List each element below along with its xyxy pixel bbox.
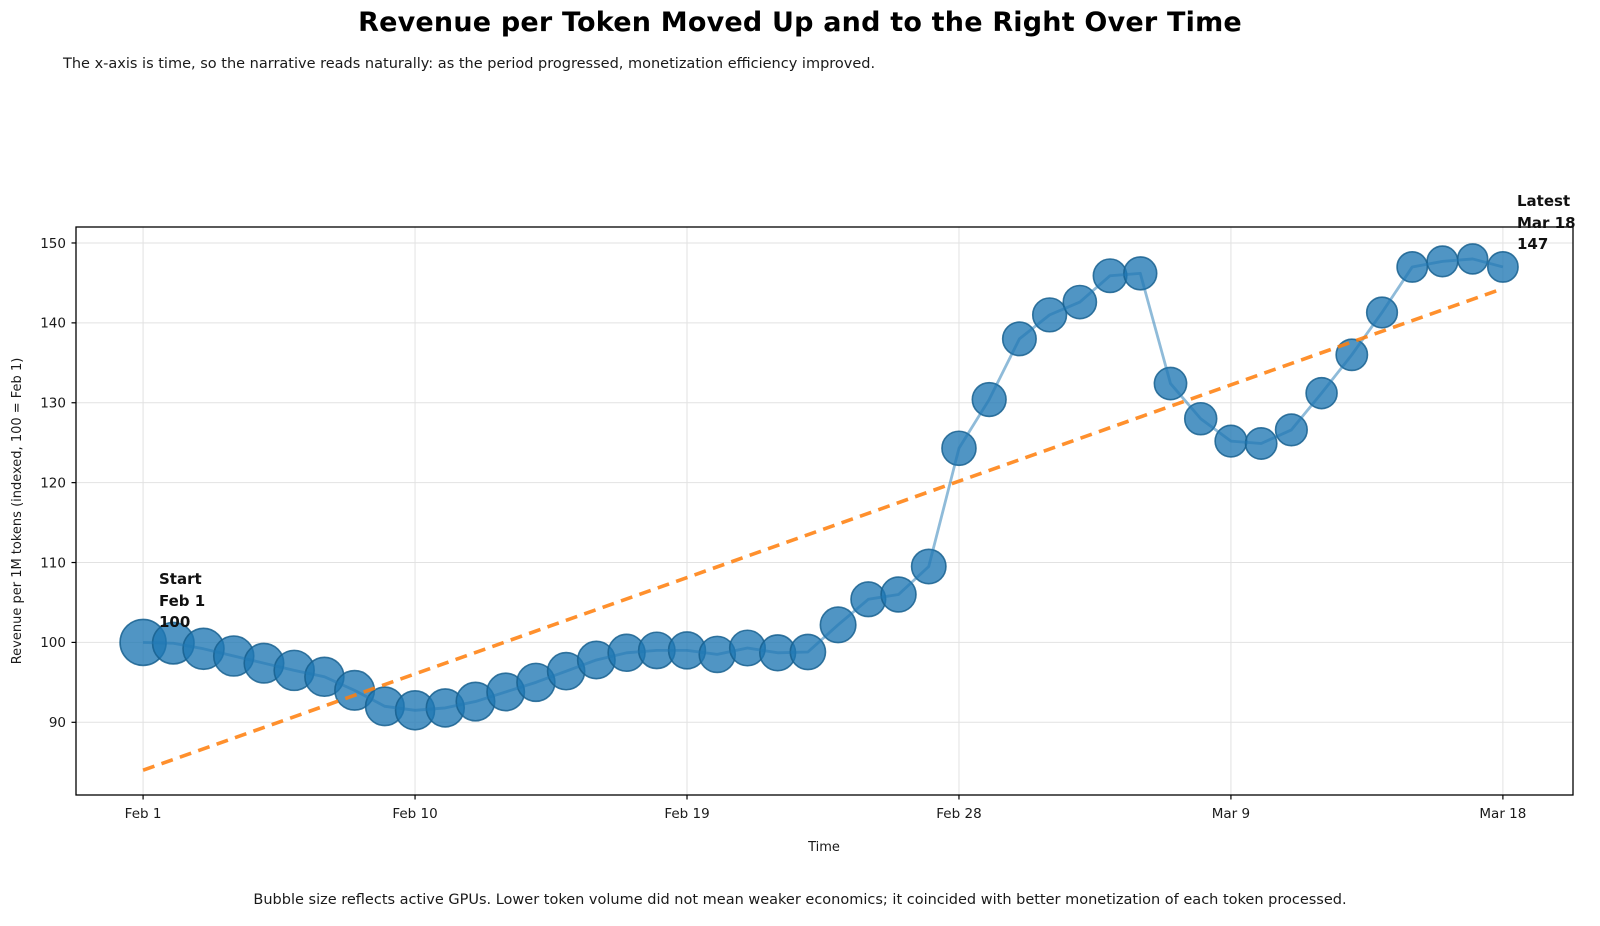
x-tick-label: Feb 19 — [664, 806, 709, 822]
x-tick-label: Feb 10 — [392, 806, 437, 822]
annotation-latest: Latest Mar 18 147 — [1517, 191, 1576, 256]
y-axis-title: Revenue per 1M tokens (indexed, 100 = Fe… — [10, 358, 25, 665]
x-tick-label: Mar 18 — [1479, 806, 1526, 822]
y-tick-label: 90 — [49, 715, 66, 731]
chart-caption: Bubble size reflects active GPUs. Lower … — [253, 892, 1347, 908]
annotation-start: Start Feb 1 100 — [159, 569, 205, 634]
annotation-start-line1: Start — [159, 570, 202, 588]
chart-title: Revenue per Token Moved Up and to the Ri… — [358, 7, 1242, 38]
y-tick-label: 150 — [40, 236, 66, 252]
x-axis-title: Time — [807, 840, 840, 855]
series-line — [143, 257, 1504, 712]
annotation-latest-line2: Mar 18 — [1517, 213, 1576, 232]
trend-line — [142, 286, 1504, 772]
y-tick-label: 120 — [40, 475, 66, 491]
x-tick-label: Mar 9 — [1212, 806, 1250, 822]
y-tick-label: 110 — [40, 555, 66, 571]
plot-spines — [75, 226, 1574, 796]
y-tick-label: 140 — [40, 316, 66, 332]
x-tick-label: Feb 1 — [125, 806, 162, 822]
chart-subtitle: The x-axis is time, so the narrative rea… — [63, 56, 876, 72]
annotation-latest-line1: Latest — [1517, 192, 1571, 210]
grid-layer — [76, 227, 1573, 795]
data-layer — [119, 243, 1519, 772]
annotation-latest-line3: 147 — [1517, 235, 1549, 253]
y-tick-label: 100 — [40, 635, 66, 651]
annotation-start-line2: Feb 1 — [159, 591, 206, 610]
y-tick-label: 130 — [40, 396, 66, 412]
axes-layer: Feb 1 Feb 10 Feb 19 Feb 28 Mar 9 Mar 18 90 100 1… — [40, 226, 1574, 822]
annotation-start-line3: 100 — [159, 613, 191, 631]
x-tick-label: Feb 28 — [936, 806, 981, 822]
